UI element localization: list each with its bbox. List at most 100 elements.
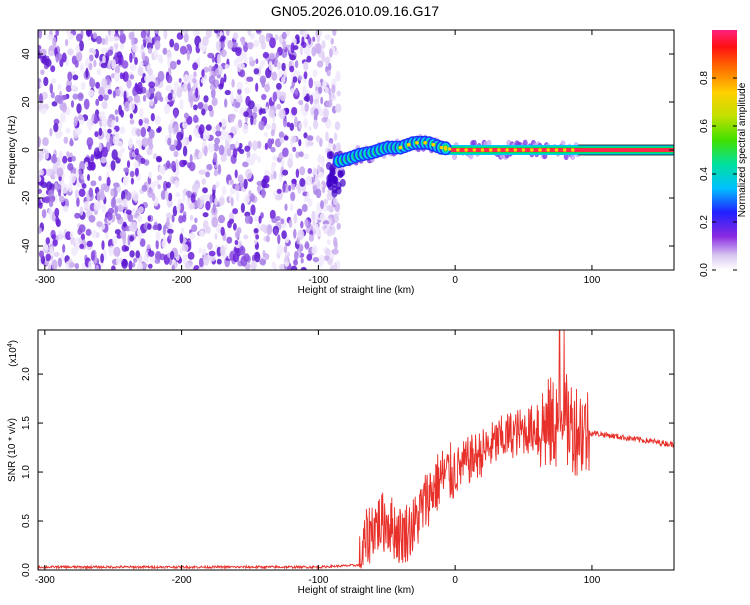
spectrogram-noise-cell: [219, 129, 226, 141]
spectrogram-noise-cell: [147, 223, 152, 230]
spectrogram-noise-cell: [74, 212, 81, 219]
spectrogram-noise-cell: [293, 213, 298, 224]
spectrogram-noise-cell: [323, 198, 329, 205]
spectrogram-noise-cell: [292, 76, 298, 83]
spectrogram-noise-cell: [255, 30, 261, 34]
spectrogram-noise-cell: [328, 217, 333, 225]
spectrogram-noise-cell: [320, 96, 324, 105]
spectrogram-noise-cell: [154, 258, 161, 264]
spectrogram-noise-cell: [155, 231, 161, 241]
spectrogram-noise-cell: [45, 253, 51, 262]
spectrogram-noise-cell: [72, 93, 79, 100]
spectrogram-noise-cell: [250, 193, 255, 202]
spectrogram-noise-cell: [336, 90, 342, 97]
spectrogram-noise-cell: [181, 83, 189, 92]
spectrogram-noise-cell: [318, 86, 323, 95]
spectrogram-noise-cell: [148, 129, 155, 139]
spectrogram-noise-cell: [43, 76, 49, 87]
spectrogram-noise-cell: [334, 103, 342, 113]
spectrogram-noise-cell: [108, 245, 116, 256]
spectrogram-signal-peak: [521, 148, 526, 152]
spectrogram-noise-cell: [119, 30, 124, 37]
spectrogram-noise-cell: [261, 93, 267, 101]
spectrogram-noise-cell: [66, 151, 70, 158]
spectrogram-noise-cell: [303, 30, 308, 38]
spectrogram-noise-cell: [214, 233, 218, 240]
spectrogram-noise-cell: [38, 169, 44, 176]
spectrogram-noise-cell: [283, 245, 288, 254]
spectrogram-noise-cell: [293, 228, 297, 239]
spectrogram-noise-cell: [111, 119, 116, 129]
spectrogram-noise-cell: [166, 160, 171, 169]
spectrogram-noise-cell: [246, 151, 251, 159]
spectrogram-noise-cell: [183, 112, 189, 119]
spectrogram-noise-cells: [38, 30, 346, 270]
spectrogram-noise-cell: [198, 247, 202, 254]
svg-text:(x104): (x104): [7, 340, 19, 367]
spectrogram-noise-cell: [48, 189, 54, 198]
spectrogram-noise-cell: [213, 143, 220, 152]
spectrogram-noise-cell: [295, 151, 300, 159]
spectrogram-noise-cell: [88, 215, 96, 223]
spectrogram-noise-cell: [250, 261, 257, 270]
spectrogram-noise-cell: [237, 119, 243, 128]
spectrogram-noise-cell: [299, 45, 304, 56]
spectrogram-noise-cell: [148, 250, 155, 257]
spectrogram-noise-cell: [282, 117, 288, 128]
spectrogram-noise-cell: [175, 192, 181, 198]
spectrogram-noise-cell: [274, 228, 278, 237]
spectrogram-noise-cell: [189, 203, 195, 210]
spectrogram-signal-peak: [472, 148, 477, 152]
spectrogram-signal-track: [332, 133, 674, 171]
spectrogram-noise-cell: [267, 138, 273, 149]
spectrogram-noise-cell: [206, 163, 213, 171]
spectrogram-noise-cell: [302, 85, 307, 94]
spectrogram-noise-cell: [304, 218, 309, 226]
spectrogram-noise-cell: [133, 257, 138, 263]
spectrogram-noise-cell: [111, 58, 116, 70]
spectrogram-noise-cell: [89, 54, 94, 62]
spectrogram-noise-cell: [105, 35, 109, 46]
spectrogram-noise-cell: [307, 141, 314, 147]
spectrogram-noise-cell: [141, 137, 149, 148]
spectrogram-noise-cell: [57, 257, 63, 268]
colorbar-tick-label: 0.0: [699, 263, 710, 277]
spectrogram-noise-cell: [148, 81, 156, 89]
spectrogram-noise-cell: [208, 250, 216, 257]
spectrogram-noise-cell: [169, 60, 177, 70]
spectrogram-noise-cell: [160, 190, 166, 200]
spectrogram-noise-cell: [218, 197, 225, 206]
spectrogram-noise-cell: [212, 184, 217, 190]
spectrogram-noise-cell: [194, 217, 198, 224]
spectrogram-noise-cell: [90, 180, 97, 187]
spectrogram-noise-cell: [272, 91, 278, 102]
spectrogram-noise-cell: [221, 186, 227, 196]
spectrogram-noise-cell: [240, 255, 248, 267]
spectrogram-noise-cell: [78, 224, 86, 233]
spectrogram-noise-cell: [234, 239, 239, 246]
spectrogram-noise-cell: [326, 204, 334, 212]
spectrogram-noise-cell: [179, 233, 184, 244]
spectrogram-noise-cell: [232, 32, 239, 40]
spectrogram-noise-cell: [133, 161, 140, 169]
spectrogram-noise-cell: [73, 116, 79, 124]
spectrogram-noise-cell: [266, 224, 273, 236]
spectrogram-noise-cell: [218, 144, 225, 156]
spectrogram-noise-cell: [165, 181, 171, 189]
spectrogram-noise-cell: [38, 150, 44, 161]
spectrogram-noise-cell: [215, 223, 223, 234]
spectrogram-noise-cell: [292, 146, 297, 153]
spectrogram-noise-cell: [138, 206, 144, 214]
spectrogram-noise-cell: [316, 60, 324, 68]
spectrogram-noise-cell: [157, 184, 161, 190]
spectrogram-noise-cell: [246, 157, 253, 164]
spectrogram-noise-cell: [265, 32, 270, 43]
spectrogram-noise-cell: [86, 240, 93, 247]
spectrogram-noise-cell: [148, 263, 153, 269]
spectrogram-noise-cell: [119, 126, 126, 135]
spectrogram-noise-cell: [234, 140, 240, 149]
spectrogram-noise-cell: [54, 194, 58, 204]
spectrogram-noise-cell: [264, 170, 271, 176]
spectrogram-noise-cell: [197, 151, 203, 160]
